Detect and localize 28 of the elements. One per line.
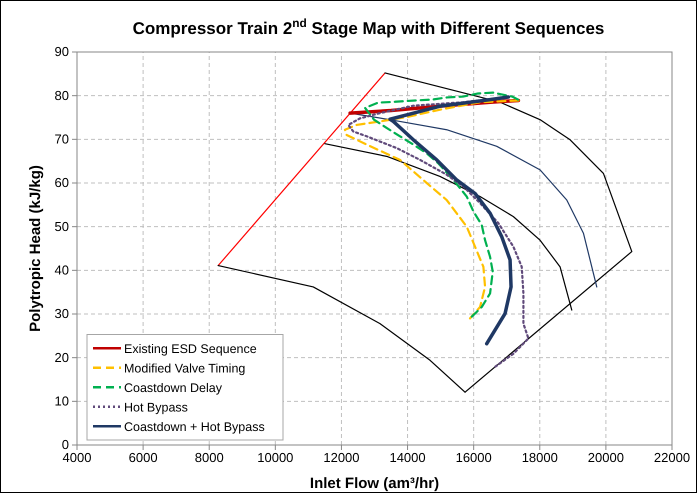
y-tick-label: 60 xyxy=(54,175,69,190)
y-tick-label: 10 xyxy=(54,393,69,408)
y-axis-title: Polytropic Head (kJ/kg) xyxy=(27,165,44,332)
chart-title: Compressor Train 2$^{nd}$ Stage Map with Different Sequences xyxy=(132,16,604,38)
x-tick-label: 14000 xyxy=(389,450,426,466)
legend-label: Coastdown + Hot Bypass xyxy=(124,420,265,434)
y-tick-label: 20 xyxy=(54,350,69,365)
x-axis-title: Inlet Flow (am³/hr) xyxy=(310,475,440,492)
x-tick-label: 4000 xyxy=(62,450,92,466)
x-tick-label: 18000 xyxy=(522,450,558,466)
y-tick-label: 40 xyxy=(54,262,69,278)
y-tick-label: 50 xyxy=(54,218,69,234)
legend-label: Hot Bypass xyxy=(124,400,188,414)
legend-label: Existing ESD Sequence xyxy=(124,342,257,356)
legend-label: Coastdown Delay xyxy=(124,380,223,395)
legend-label: Modified Valve Timing xyxy=(124,361,246,376)
x-tick-label: 16000 xyxy=(456,450,492,466)
x-tick-label: 6000 xyxy=(128,450,158,466)
y-tick-label: 80 xyxy=(54,88,69,103)
y-tick-label: 90 xyxy=(54,44,69,60)
x-tick-label: 22000 xyxy=(654,450,690,466)
x-tick-label: 8000 xyxy=(194,450,224,466)
y-tick-label: 70 xyxy=(54,131,69,146)
y-tick-label: 30 xyxy=(54,306,69,322)
x-tick-label: 20000 xyxy=(588,450,624,466)
x-tick-label: 10000 xyxy=(257,450,294,466)
y-tick-label: 0 xyxy=(62,437,69,452)
x-tick-label: 12000 xyxy=(323,450,360,466)
